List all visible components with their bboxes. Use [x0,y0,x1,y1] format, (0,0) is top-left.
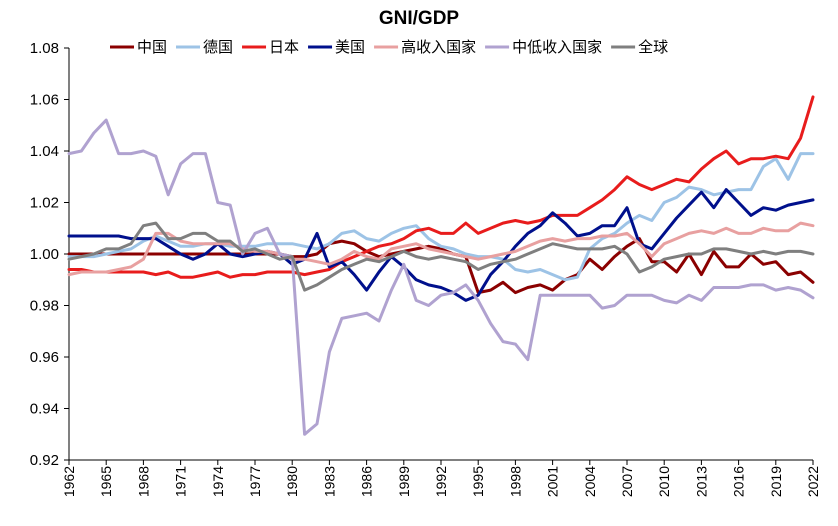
legend-label: 德国 [203,38,233,56]
legend-label: 日本 [269,39,299,56]
x-tick-label: 1980 [284,466,300,497]
x-tick-label: 2007 [619,466,635,497]
legend-item: 中低收入国家 [485,39,602,56]
x-tick-label: 1974 [210,466,226,497]
x-tick-label: 1965 [98,466,114,497]
legend-label: 全球 [638,38,668,56]
x-tick-label: 2001 [545,466,561,497]
x-tick-label: 1986 [359,466,375,497]
x-tick-label: 1989 [396,466,412,497]
series-line-全球 [67,221,815,292]
series-line-德国 [67,152,815,282]
x-tick-label: 2022 [805,466,821,497]
y-tick-label: 0.92 [30,452,59,469]
series-line-美国 [67,188,815,302]
legend-label: 中国 [137,39,167,56]
x-tick-label: 1971 [173,466,189,497]
x-tick-label: 1968 [135,466,151,497]
legend-label: 中低收入国家 [512,39,602,56]
x-tick-label: 1995 [470,466,486,497]
legend-label: 高收入国家 [401,39,476,56]
plot-area [67,95,815,436]
x-tick-label: 2010 [656,466,672,497]
y-tick-label: 0.94 [30,401,59,418]
legend: 中国 德国 日本 美国 高收入国家 中低收入国家 全球 [110,38,668,56]
series-line-日本 [67,95,815,279]
y-tick-label: 0.98 [30,298,59,315]
legend-label: 美国 [335,39,365,56]
x-tick-label: 1998 [507,466,523,497]
y-tick-label: 1.02 [30,195,59,212]
series-line-中低收入国家 [67,118,815,436]
legend-item: 高收入国家 [374,39,476,56]
x-tick-label: 1992 [433,466,449,497]
x-tick-label: 2019 [768,466,784,497]
x-tick-label: 2013 [693,466,709,497]
legend-item: 中国 [110,39,167,56]
x-tick-label: 1977 [247,466,263,497]
x-tick-label: 1962 [61,466,77,497]
chart-title: GNI/GDP [379,8,460,29]
series-line-高收入国家 [67,221,815,277]
y-tick-label: 1.06 [30,92,59,109]
legend-item: 全球 [611,38,668,56]
x-tick-label: 2004 [582,466,598,497]
x-tick-label: 2016 [731,466,747,497]
legend-item: 德国 [176,38,233,56]
y-tick-label: 1.00 [30,246,59,263]
y-tick-label: 0.96 [30,349,59,366]
axes: 0.92 0.94 0.96 0.98 1.00 1.02 1.04 1.06 1.08 1962… [30,40,821,497]
legend-item: 日本 [242,39,299,56]
y-tick-label: 1.08 [30,40,59,57]
x-tick-label: 1983 [321,466,337,497]
y-tick-label: 1.04 [30,143,59,160]
legend-item: 美国 [308,39,365,56]
